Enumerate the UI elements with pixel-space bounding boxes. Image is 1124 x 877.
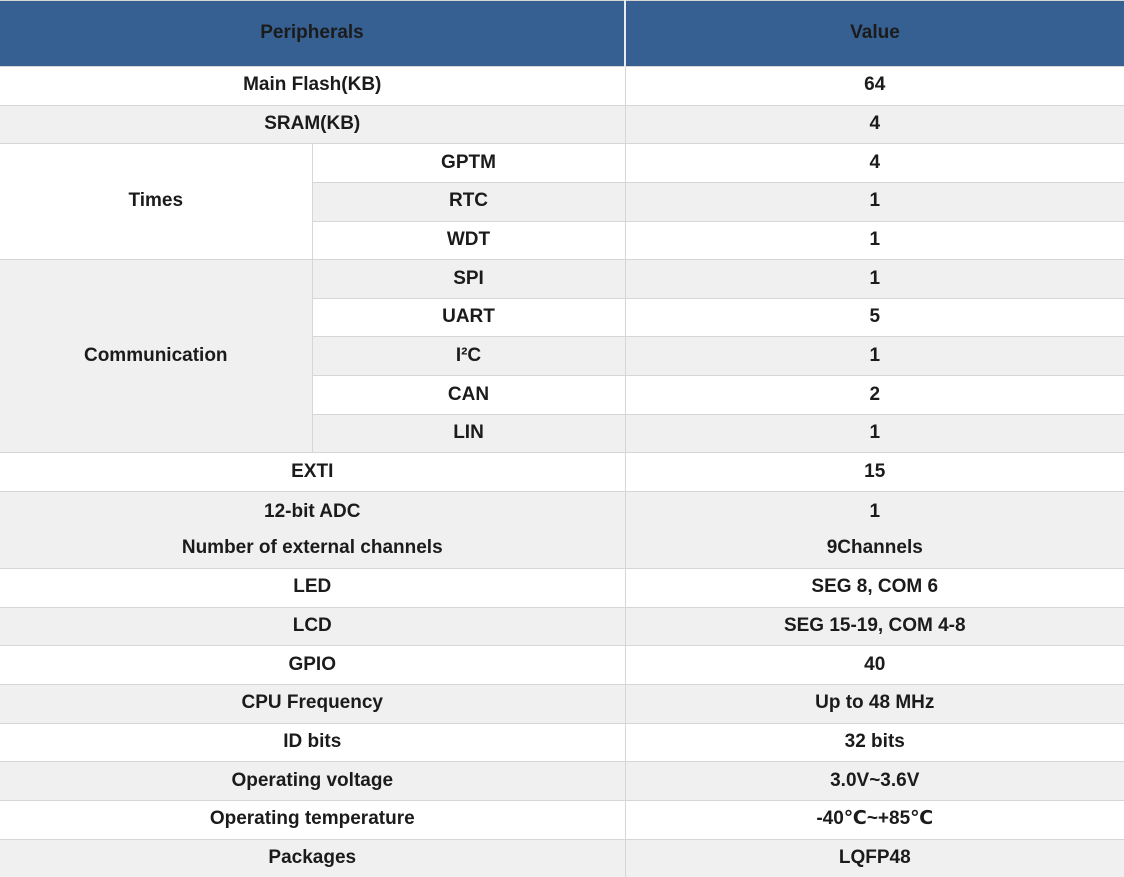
uart-value: 5 <box>624 297 1124 338</box>
exti-value: 15 <box>624 452 1124 493</box>
operating-temperature-label: Operating temperature <box>0 799 626 840</box>
wdt-value: 1 <box>624 220 1124 261</box>
table-row-operating-temperature: Operating temperature -40℃~+85℃ <box>0 799 1124 840</box>
lcd-label: LCD <box>0 606 626 647</box>
adc-label-line1: 12-bit ADC <box>264 501 361 523</box>
spi-value: 1 <box>624 259 1124 299</box>
table-row-rtc: RTC 1 <box>0 181 1124 222</box>
table-row-led: LED SEG 8, COM 6 <box>0 568 1124 608</box>
table-row-exti: EXTI 15 <box>0 452 1124 493</box>
packages-label: Packages <box>0 838 626 877</box>
cpu-frequency-value: Up to 48 MHz <box>624 683 1124 724</box>
gpio-label: GPIO <box>0 645 626 685</box>
led-label: LED <box>0 568 626 608</box>
table-row-id-bits: ID bits 32 bits <box>0 722 1124 763</box>
table-row-spi: Communication SPI 1 <box>0 259 1124 454</box>
adc-value-line2: 9Channels <box>826 537 923 559</box>
operating-voltage-value: 3.0V~3.6V <box>624 761 1124 801</box>
table-row-gpio: GPIO 40 <box>0 645 1124 685</box>
rtc-value: 1 <box>624 181 1124 222</box>
operating-temperature-value: -40℃~+85℃ <box>624 799 1124 840</box>
table-row-wdt: WDT 1 <box>0 220 1124 261</box>
sram-label: SRAM(KB) <box>0 104 626 145</box>
can-label: CAN <box>312 375 626 415</box>
i2c-value: 1 <box>624 336 1124 377</box>
table-row-cpu-frequency: CPU Frequency Up to 48 MHz <box>0 683 1124 724</box>
lin-label: LIN <box>312 413 626 454</box>
adc-value: 1 9Channels <box>624 491 1124 570</box>
packages-value: LQFP48 <box>624 838 1124 877</box>
table-row-lcd: LCD SEG 15-19, COM 4-8 <box>0 606 1124 647</box>
column-header-value: Value <box>624 0 1124 67</box>
table-row-packages: Packages LQFP48 <box>0 838 1124 877</box>
main-flash-value: 64 <box>624 66 1124 106</box>
lin-value: 1 <box>624 413 1124 454</box>
gptm-value: 4 <box>624 143 1124 183</box>
can-value: 2 <box>624 375 1124 415</box>
table-row-sram: SRAM(KB) 4 <box>0 104 1124 145</box>
table-row-operating-voltage: Operating voltage 3.0V~3.6V <box>0 761 1124 801</box>
adc-label-line2: Number of external channels <box>181 537 443 559</box>
uart-label: UART <box>312 297 626 338</box>
table-row-lin: LIN 1 <box>0 413 1124 454</box>
i2c-label: I²C <box>312 336 626 377</box>
table-row-can: CAN 2 <box>0 375 1124 415</box>
cpu-frequency-label: CPU Frequency <box>0 683 626 724</box>
table-row-main-flash: Main Flash(KB) 64 <box>0 66 1124 106</box>
adc-label: 12-bit ADC Number of external channels <box>0 491 626 570</box>
column-header-peripherals: Peripherals <box>0 0 626 67</box>
sram-value: 4 <box>624 104 1124 145</box>
wdt-label: WDT <box>312 220 626 261</box>
header-row: Peripherals Value <box>0 0 1124 67</box>
communication-group-label: Communication <box>0 259 313 454</box>
rtc-label: RTC <box>312 181 626 222</box>
table-row-adc: 12-bit ADC Number of external channels 1… <box>0 491 1124 570</box>
id-bits-label: ID bits <box>0 722 626 763</box>
lcd-value: SEG 15-19, COM 4-8 <box>624 606 1124 647</box>
operating-voltage-label: Operating voltage <box>0 761 626 801</box>
adc-value-line1: 1 <box>869 501 881 523</box>
table-row-gptm: Times GPTM 4 <box>0 143 1124 261</box>
table-row-uart: UART 5 <box>0 297 1124 338</box>
spi-label: SPI <box>311 259 626 299</box>
gptm-label: GPTM <box>311 143 626 183</box>
exti-label: EXTI <box>0 452 626 493</box>
times-group-label: Times <box>0 143 313 261</box>
gpio-value: 40 <box>624 645 1124 685</box>
id-bits-value: 32 bits <box>624 722 1124 763</box>
main-flash-label: Main Flash(KB) <box>0 66 626 106</box>
led-value: SEG 8, COM 6 <box>624 568 1124 608</box>
